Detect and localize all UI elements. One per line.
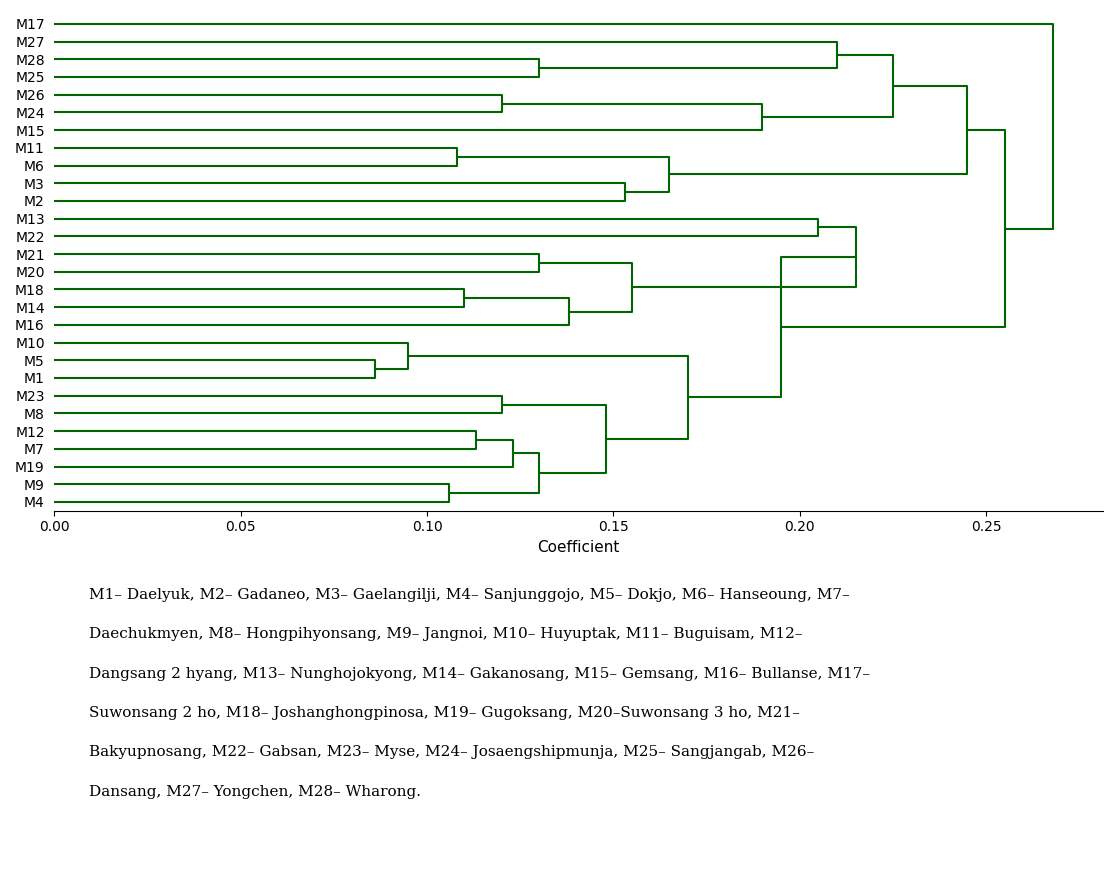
Text: Dangsang 2 hyang, M13– Nunghojokyong, M14– Gakanosang, M15– Gemsang, M16– Bullan: Dangsang 2 hyang, M13– Nunghojokyong, M1… (89, 667, 871, 681)
Text: M1– Daelyuk, M2– Gadaneo, M3– Gaelangilji, M4– Sanjunggojo, M5– Dokjo, M6– Hanse: M1– Daelyuk, M2– Gadaneo, M3– Gaelangilj… (89, 588, 850, 602)
X-axis label: Coefficient: Coefficient (538, 540, 619, 555)
Text: Daechukmyen, M8– Hongpihyonsang, M9– Jangnoi, M10– Huyuptak, M11– Buguisam, M12–: Daechukmyen, M8– Hongpihyonsang, M9– Jan… (89, 627, 803, 641)
Text: Bakyupnosang, M22– Gabsan, M23– Myse, M24– Josaengshipmunja, M25– Sangjangab, M2: Bakyupnosang, M22– Gabsan, M23– Myse, M2… (89, 745, 815, 759)
Text: Dansang, M27– Yongchen, M28– Wharong.: Dansang, M27– Yongchen, M28– Wharong. (89, 785, 421, 799)
Text: Suwonsang 2 ho, M18– Joshanghongpinosa, M19– Gugoksang, M20–Suwonsang 3 ho, M21–: Suwonsang 2 ho, M18– Joshanghongpinosa, … (89, 706, 800, 720)
